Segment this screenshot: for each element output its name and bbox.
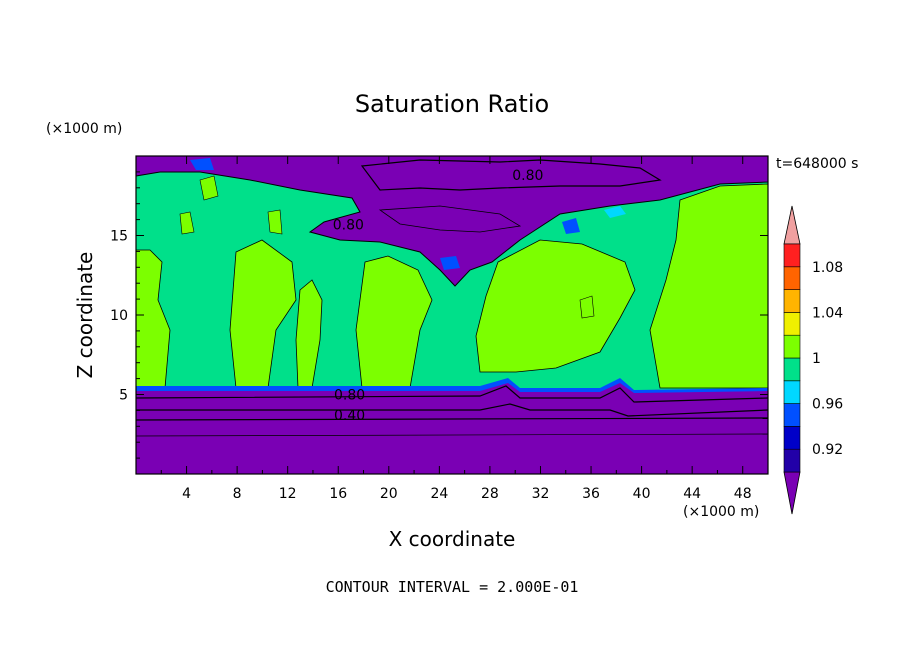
x-tick-label: 4 [182, 486, 191, 502]
y-axis-ticks: 5 10 15 [110, 171, 768, 459]
colorbar-label: 1.08 [812, 260, 843, 276]
field-blob-4 [579, 295, 595, 319]
field-region-dry-inner-2 [378, 205, 522, 233]
field-region-lower-edge-blue [136, 378, 768, 393]
field-blob-2 [179, 211, 195, 235]
field-region-dry-lower [136, 380, 768, 474]
colorbar-extend-max [783, 205, 801, 245]
field-edge-cyan-1 [604, 206, 626, 218]
colorbar-swatch [783, 289, 801, 313]
x-tick-label: 48 [734, 486, 752, 502]
colorbar-swatch [783, 357, 801, 382]
chart-title: Saturation Ratio [355, 90, 549, 118]
x-tick-label: 16 [329, 486, 347, 502]
time-label: t=648000 s [776, 156, 858, 172]
colorbar: 0.92 0.96 1 1.04 1.08 [783, 205, 843, 515]
field-region-saturated-west [229, 239, 297, 389]
field-edge-blue-3 [440, 256, 460, 270]
y-tick-label: 10 [110, 308, 128, 324]
colorbar-extend-min [783, 471, 801, 515]
colorbar-label: 1.04 [812, 305, 843, 321]
y-axis-label: Z coordinate [73, 252, 97, 379]
x-tick-label: 44 [683, 486, 701, 502]
colorbar-swatch [783, 266, 801, 290]
colorbar-label: 0.92 [812, 442, 843, 458]
colorbar-swatch [783, 312, 801, 336]
y-tick-label: 5 [119, 388, 128, 404]
field-edge-blue-2 [562, 218, 580, 234]
contour-label: 0.80 [333, 217, 364, 233]
x-tick-label: 12 [279, 486, 297, 502]
contour-label: 0.80 [512, 168, 543, 184]
x-tick-label: 20 [380, 486, 398, 502]
contour-line-0-20 [136, 433, 768, 437]
field-region-saturated-streak [295, 279, 323, 389]
x-tick-label: 32 [532, 486, 550, 502]
colorbar-label: 1 [812, 351, 821, 367]
field-region-dry-upper [136, 156, 768, 287]
field-plot [136, 156, 768, 474]
x-axis-unit: (×1000 m) [683, 504, 759, 520]
x-axis-label: X coordinate [389, 527, 516, 551]
field-blob-1 [199, 175, 219, 201]
field-edge-blue-1 [190, 158, 214, 170]
field-region-saturated-east [475, 239, 636, 373]
field-region-dry-inner [360, 159, 662, 191]
field-blob-3 [267, 209, 283, 235]
x-tick-label: 24 [430, 486, 448, 502]
colorbar-swatch [783, 243, 801, 268]
contour-line-0-80 [136, 385, 768, 403]
x-axis-ticks: 4 8 12 16 20 24 28 32 36 40 44 48 [160, 156, 752, 502]
colorbar-swatch [783, 448, 801, 473]
colorbar-label: 0.96 [812, 397, 843, 413]
y-axis-unit: (×1000 m) [46, 121, 122, 137]
contour-label: 0.80 [334, 388, 365, 404]
contour-labels: 0.80 0.80 0.80 0.40 [333, 168, 544, 424]
y-tick-label: 15 [110, 229, 128, 245]
contour-interval-note: CONTOUR INTERVAL = 2.000E-01 [326, 578, 579, 596]
colorbar-swatch [783, 380, 801, 404]
contour-line-0-60 [136, 403, 768, 417]
colorbar-swatch [783, 426, 801, 450]
colorbar-swatch [783, 403, 801, 427]
contour-line-0-40 [136, 417, 768, 421]
contour-label: 0.40 [334, 408, 365, 424]
x-tick-label: 28 [481, 486, 499, 502]
field-region-saturated-far-east [649, 183, 768, 389]
field-region-saturated-center [355, 255, 433, 389]
x-tick-label: 8 [233, 486, 242, 502]
colorbar-swatch [783, 334, 801, 359]
x-tick-label: 36 [582, 486, 600, 502]
x-tick-label: 40 [633, 486, 651, 502]
